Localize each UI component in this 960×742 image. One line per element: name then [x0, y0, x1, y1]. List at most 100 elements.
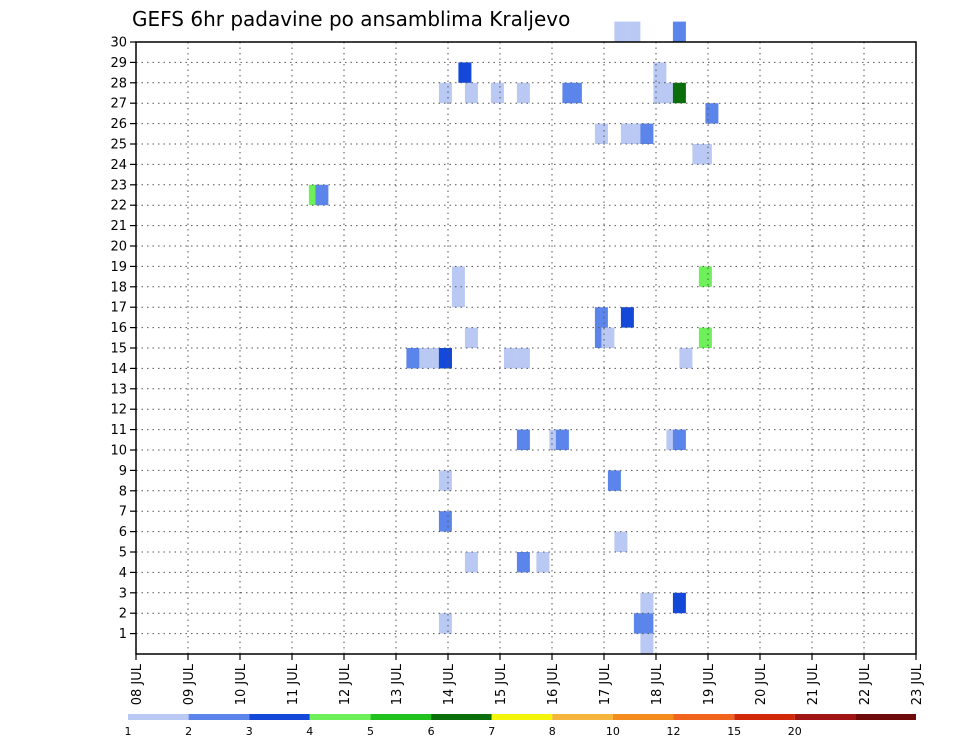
precip-cell-10 — [516, 552, 530, 573]
y-tick-label-5: 5 — [119, 546, 127, 561]
y-tick-label-21: 21 — [110, 219, 127, 234]
precip-cell-53 — [451, 266, 465, 308]
legend-label-2: 2 — [185, 725, 192, 738]
x-tick-label-12: 20 JUL — [754, 663, 769, 705]
precip-cell-23 — [614, 531, 628, 552]
x-tick-label-8: 16 JUL — [546, 663, 561, 705]
y-tick-label-7: 7 — [119, 505, 127, 520]
x-tick-label-7: 15 JUL — [494, 663, 509, 705]
x-axis: 08 JUL 09 JUL 10 JUL 11 JUL 12 JUL 13 JUL 14 J… — [130, 654, 925, 705]
legend-label-4: 4 — [306, 725, 313, 738]
precip-cell-50 — [419, 348, 433, 369]
y-tick-label-4: 4 — [119, 566, 127, 581]
y-tick-label-26: 26 — [110, 117, 127, 132]
legend-label-8: 8 — [549, 725, 556, 738]
precip-cell-37 — [672, 429, 686, 450]
precip-cell-4 — [438, 82, 452, 104]
y-tick-label-1: 1 — [119, 627, 127, 642]
precip-cell-39 — [672, 82, 686, 104]
x-tick-label-9: 17 JUL — [598, 663, 613, 705]
y-tick-label-18: 18 — [110, 280, 127, 295]
y-tick-label-16: 16 — [110, 321, 127, 336]
legend-label-15: 15 — [727, 725, 741, 738]
precip-cell-33 — [640, 633, 654, 654]
precip-cell-31 — [640, 613, 654, 634]
y-tick-label-12: 12 — [110, 403, 127, 418]
y-tick-label-19: 19 — [110, 260, 127, 275]
legend-swatch-10 — [734, 714, 795, 720]
y-tick-label-13: 13 — [110, 382, 127, 397]
x-tick-label-5: 13 JUL — [390, 663, 405, 705]
x-tick-label-2: 10 JUL — [234, 663, 249, 705]
x-tick-label-3: 11 JUL — [286, 663, 301, 705]
precip-cell-22 — [607, 470, 621, 491]
y-tick-label-17: 17 — [110, 301, 127, 316]
legend-swatch-1 — [188, 714, 250, 720]
precip-cell-49 — [406, 348, 420, 369]
y-tick-label-23: 23 — [110, 178, 127, 193]
y-tick-label-3: 3 — [119, 586, 127, 601]
legend-label-10: 10 — [606, 725, 620, 738]
x-tick-label-0: 08 JUL — [130, 663, 145, 705]
chart-title: GEFS 6hr padavine po ansamblima Kraljevo — [132, 7, 570, 31]
precip-cell-35 — [659, 82, 673, 104]
y-tick-label-28: 28 — [110, 76, 127, 91]
legend-swatch-3 — [309, 714, 371, 720]
precip-cell-43 — [698, 144, 712, 165]
legend-swatch-4 — [370, 714, 432, 720]
x-tick-label-14: 22 JUL — [858, 663, 873, 705]
precip-cell-41 — [679, 348, 693, 369]
y-tick-label-14: 14 — [110, 362, 127, 377]
y-tick-label-29: 29 — [110, 56, 127, 71]
precip-cell-27 — [627, 21, 641, 42]
x-tick-label-11: 19 JUL — [702, 663, 717, 705]
precip-cell-16 — [555, 429, 569, 450]
y-tick-label-8: 8 — [119, 484, 127, 499]
legend-swatch-5 — [431, 714, 492, 720]
precip-cell-46 — [705, 103, 719, 124]
legend-swatch-8 — [612, 714, 674, 720]
legend-swatch-0 — [128, 714, 189, 720]
precip-cell-9 — [503, 348, 517, 369]
legend-swatch-9 — [673, 714, 735, 720]
precip-cell-1 — [438, 511, 452, 532]
legend-label-3: 3 — [246, 725, 253, 738]
y-tick-label-27: 27 — [110, 97, 127, 112]
legend-label-1: 1 — [125, 725, 132, 738]
precip-cell-48 — [315, 184, 329, 206]
y-tick-label-20: 20 — [110, 240, 127, 255]
y-tick-label-30: 30 — [110, 36, 127, 51]
y-tick-label-2: 2 — [119, 607, 127, 622]
y-tick-label-9: 9 — [119, 464, 127, 479]
precip-cell-20 — [594, 123, 608, 144]
legend-swatch-2 — [249, 714, 310, 720]
color-legend: 1 2 3 4 5 6 7 8 10 12 15 20 — [125, 714, 916, 738]
precip-cell-14 — [536, 552, 550, 573]
x-tick-label-6: 14 JUL — [442, 663, 457, 705]
y-tick-label-22: 22 — [110, 199, 127, 214]
y-tick-label-15: 15 — [110, 342, 127, 357]
precip-cell-38 — [672, 592, 686, 614]
legend-label-20: 20 — [788, 725, 802, 738]
precip-cell-24 — [620, 123, 634, 144]
y-tick-label-6: 6 — [119, 525, 127, 540]
legend-label-12: 12 — [667, 725, 681, 738]
x-tick-label-13: 21 JUL — [806, 663, 821, 705]
x-tick-label-1: 09 JUL — [182, 663, 197, 705]
precip-cell-5 — [464, 552, 478, 573]
legend-label-6: 6 — [428, 725, 435, 738]
y-tick-label-11: 11 — [110, 423, 127, 438]
precip-cell-45 — [698, 327, 712, 348]
precip-cell-26 — [614, 21, 628, 42]
legend-swatch-7 — [552, 714, 613, 720]
precip-cell-2 — [438, 470, 452, 491]
precip-cell-6 — [464, 327, 478, 348]
x-tick-label-15: 23 JUL — [910, 663, 925, 705]
precip-cell-32 — [640, 592, 654, 614]
precip-cell-30 — [640, 123, 654, 144]
legend-swatch-6 — [491, 714, 553, 720]
precip-cell-40 — [672, 21, 686, 42]
legend-label-7: 7 — [488, 725, 495, 738]
precip-cell-8 — [490, 82, 504, 104]
